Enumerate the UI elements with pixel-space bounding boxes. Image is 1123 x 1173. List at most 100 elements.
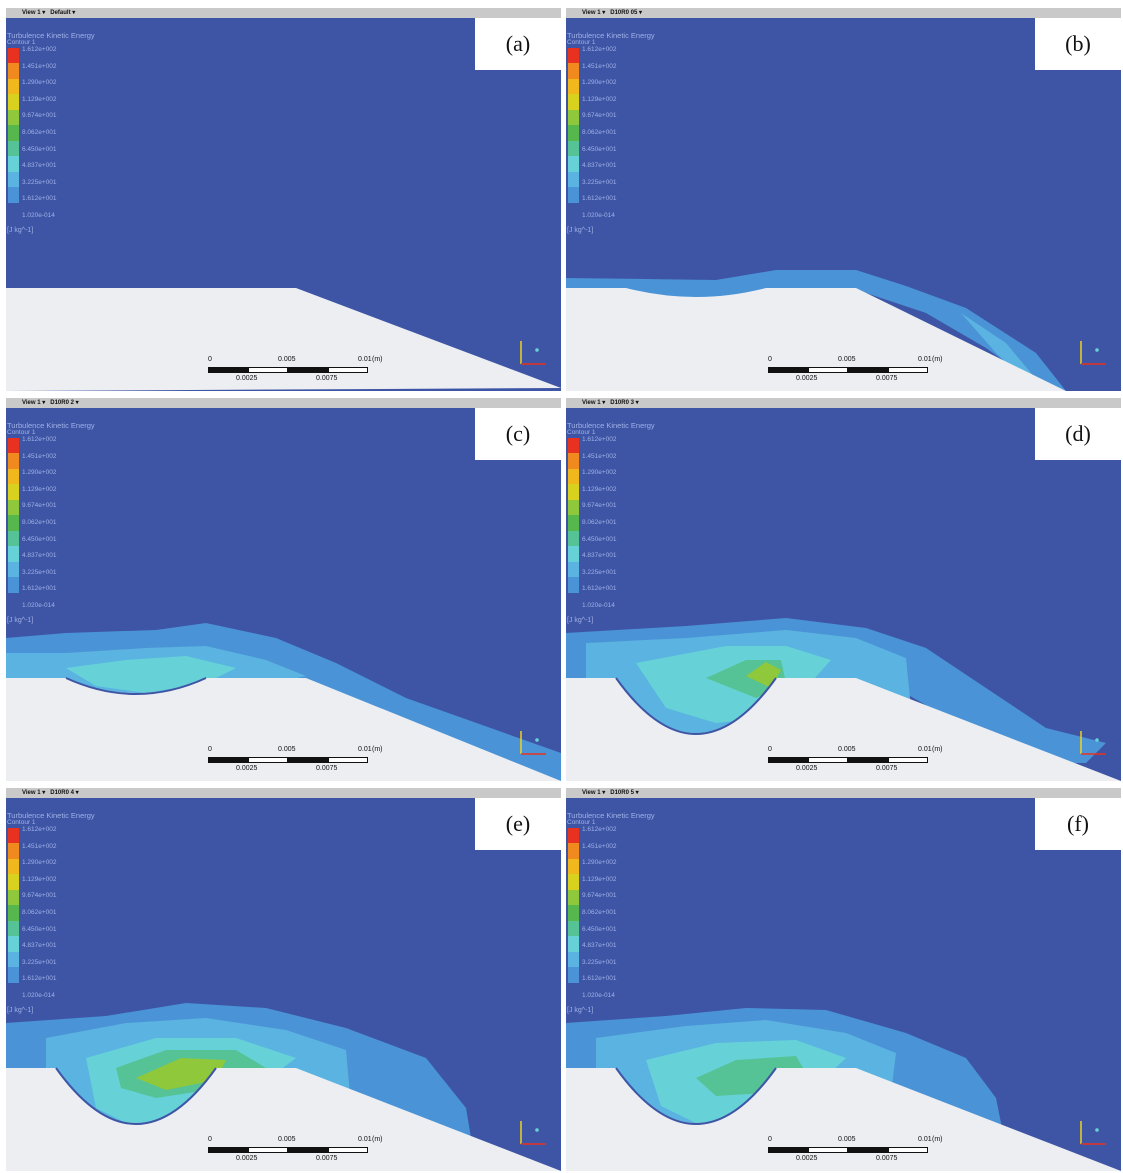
scale-label-bottom: 0.0075 bbox=[316, 765, 338, 772]
legend-swatch bbox=[8, 546, 19, 562]
legend-swatch bbox=[8, 967, 19, 983]
contour-level-5 bbox=[136, 1058, 226, 1090]
axis-z-dot bbox=[1095, 348, 1099, 352]
scale-bar-segment bbox=[888, 757, 928, 763]
legend-level-label: 3.225e+001 bbox=[22, 958, 57, 966]
scale-label-top: 0 bbox=[208, 1136, 212, 1143]
legend-swatch bbox=[568, 515, 579, 531]
legend-unit: [J kg^-1] bbox=[567, 1007, 594, 1014]
legend-level-label: 8.062e+001 bbox=[582, 129, 617, 136]
scale-label-top: 0.005 bbox=[838, 1136, 856, 1143]
scale-bar-segment bbox=[328, 757, 368, 763]
legend-unit: [J kg^-1] bbox=[567, 617, 594, 624]
scale-bar-segment bbox=[848, 1147, 888, 1153]
legend-swatch bbox=[568, 858, 579, 875]
legend-swatch bbox=[8, 438, 19, 454]
legend-level-label: 1.612e+001 bbox=[582, 195, 617, 203]
legend-swatch bbox=[8, 858, 19, 875]
scale-bar-segment bbox=[328, 1147, 368, 1153]
contour-plot bbox=[566, 1008, 1121, 1171]
legend-subtitle: Contour 1 bbox=[567, 39, 596, 46]
contour-plot bbox=[6, 1003, 561, 1171]
legend-swatch bbox=[8, 936, 19, 952]
legend-swatch bbox=[8, 515, 19, 531]
panel-a: View 1 ▾ Default ▾ Turbulence Kinetic En… bbox=[6, 8, 561, 391]
legend-level-label: 1.129e+002 bbox=[22, 875, 57, 883]
legend-level-label: 1.290e+002 bbox=[22, 79, 57, 87]
legend-unit: [J kg^-1] bbox=[567, 227, 594, 234]
legend-color-bar bbox=[8, 438, 19, 608]
legend-swatch bbox=[568, 94, 579, 110]
view-selector[interactable]: View 1 ▾ D10R0 05 ▾ bbox=[582, 10, 642, 16]
legend-swatch bbox=[8, 951, 19, 968]
scale-label-bottom: 0.0075 bbox=[876, 1155, 898, 1162]
scale-label-top: 0.005 bbox=[838, 746, 856, 753]
viewport-toolbar: View 1 ▾ D10R0 5 ▾ bbox=[566, 788, 1121, 798]
scale-bar-segment bbox=[288, 757, 328, 763]
legend-swatch bbox=[568, 109, 579, 126]
legend-swatch bbox=[568, 202, 579, 218]
plate-surface bbox=[566, 288, 1066, 391]
legend-swatch bbox=[8, 468, 19, 485]
legend-level-label: 1.290e+002 bbox=[22, 859, 57, 867]
legend-swatch bbox=[8, 889, 19, 906]
legend-title: Turbulence Kinetic Energy bbox=[7, 421, 95, 430]
scale-label-bottom: 0.0025 bbox=[236, 1155, 258, 1162]
legend-level-label: 1.451e+002 bbox=[582, 62, 617, 70]
axis-z-dot bbox=[535, 738, 539, 742]
legend-swatch bbox=[8, 843, 19, 859]
axis-triad-icon bbox=[520, 1121, 546, 1145]
legend-swatch bbox=[8, 905, 19, 921]
axis-triad-icon bbox=[1080, 731, 1106, 755]
panel-d: View 1 ▾ D10R0 3 ▾ Turbulence Kinetic En… bbox=[566, 398, 1121, 781]
legend-level-label: 1.020e-014 bbox=[22, 992, 55, 999]
legend-swatch bbox=[568, 140, 579, 157]
scale-bar-segment bbox=[768, 1147, 808, 1153]
legend-swatch bbox=[568, 530, 579, 547]
legend-level-label: 1.290e+002 bbox=[22, 469, 57, 477]
legend-level-label: 1.451e+002 bbox=[22, 452, 57, 460]
axis-triad-icon bbox=[1080, 341, 1106, 365]
legend-subtitle: Contour 1 bbox=[567, 429, 596, 436]
view-selector[interactable]: View 1 ▾ D10R0 3 ▾ bbox=[582, 400, 639, 406]
legend-level-label: 1.612e+001 bbox=[582, 975, 617, 983]
legend-level-label: 8.062e+001 bbox=[582, 519, 617, 526]
view-selector[interactable]: View 1 ▾ Default ▾ bbox=[22, 10, 76, 16]
view-selector[interactable]: View 1 ▾ D10R0 5 ▾ bbox=[582, 790, 639, 796]
legend-level-label: 9.674e+001 bbox=[582, 892, 617, 900]
cavity-outline bbox=[615, 677, 777, 735]
legend-swatch bbox=[568, 171, 579, 188]
legend-level-label: 1.612e+001 bbox=[22, 585, 57, 593]
cavity-outline bbox=[615, 1067, 777, 1125]
scale-bar-segment bbox=[248, 1147, 288, 1153]
scale-label-bottom: 0.0025 bbox=[796, 1155, 818, 1162]
legend-level-label: 1.020e-014 bbox=[582, 602, 615, 609]
case-name: D10R0 2 bbox=[50, 400, 74, 406]
view-selector[interactable]: View 1 ▾ D10R0 2 ▾ bbox=[22, 400, 79, 406]
legend-swatch bbox=[568, 967, 579, 983]
scale-bar-segment bbox=[808, 1147, 848, 1153]
legend-swatch bbox=[568, 453, 579, 469]
view-name: View 1 bbox=[22, 10, 41, 16]
legend-title: Turbulence Kinetic Energy bbox=[567, 31, 655, 40]
legend-level-label: 1.612e+002 bbox=[582, 46, 617, 53]
legend-swatch bbox=[568, 438, 579, 454]
contour-plot bbox=[6, 288, 561, 391]
panel-label: (d) bbox=[1035, 408, 1121, 460]
legend-level-label: 4.837e+001 bbox=[582, 162, 617, 170]
legend-swatch bbox=[8, 828, 19, 844]
legend-swatch bbox=[568, 951, 579, 968]
legend-level-label: 8.062e+001 bbox=[22, 129, 57, 136]
view-selector[interactable]: View 1 ▾ D10R0 4 ▾ bbox=[22, 790, 79, 796]
scale-bar-segment bbox=[888, 1147, 928, 1153]
legend-level-label: 8.062e+001 bbox=[22, 909, 57, 916]
legend-swatch bbox=[8, 530, 19, 547]
panel-label: (e) bbox=[475, 798, 561, 850]
case-name: D10R0 5 bbox=[610, 790, 634, 796]
legend-swatch bbox=[568, 484, 579, 500]
scale-bar-segment bbox=[208, 757, 248, 763]
legend-unit: [J kg^-1] bbox=[7, 1007, 34, 1014]
scale-bar-segment bbox=[288, 1147, 328, 1153]
viewport-toolbar: View 1 ▾ D10R0 3 ▾ bbox=[566, 398, 1121, 408]
